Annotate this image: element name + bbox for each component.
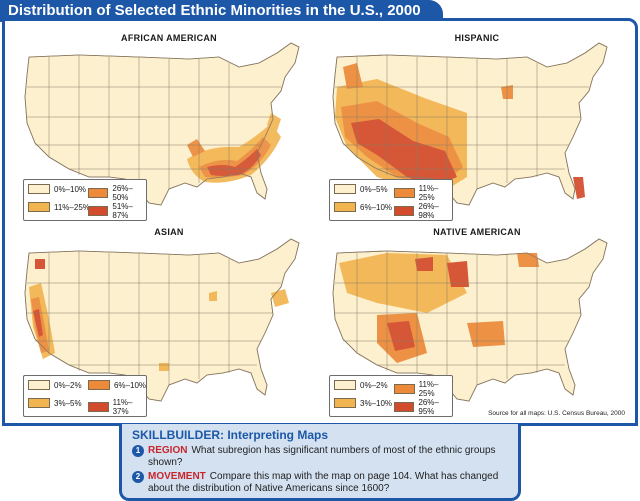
question-text: What subregion has significant numbers o…	[148, 445, 496, 468]
legend-label: 3%–5%	[54, 398, 82, 408]
legend-label: 6%–10%	[360, 202, 393, 212]
map-legend: 0%–2% 6%–10% 3%–5% 11%–37%	[23, 375, 147, 417]
map-panel-hispanic: HISPANIC 0%–5% 11%–25% 6%–10% 26%–98%	[317, 27, 637, 227]
us-map-hispanic	[332, 42, 608, 206]
legend-swatch	[394, 206, 415, 216]
legend-swatch	[88, 206, 109, 216]
legend-swatch	[28, 184, 50, 194]
legend-swatch	[394, 402, 415, 412]
density-overlay	[29, 259, 289, 371]
legend-label: 11%–25%	[418, 380, 439, 398]
legend-label: 26%–50%	[112, 184, 133, 202]
legend-swatch	[28, 202, 50, 212]
source-note: Source for all maps: U.S. Census Bureau,…	[488, 410, 625, 417]
legend-swatch	[334, 202, 356, 212]
legend-label: 26%–95%	[418, 398, 439, 416]
question-movement: 2 MOVEMENT Compare this map with the map …	[132, 471, 508, 495]
question-region: 1 REGION What subregion has significant n…	[132, 445, 508, 469]
question-number-badge: 1	[132, 445, 144, 457]
legend-label: 3%–10%	[360, 398, 393, 408]
skillbuilder-title: SKILLBUILDER: Interpreting Maps	[132, 428, 329, 442]
question-keyword: REGION	[148, 445, 188, 456]
legend-label: 26%–98%	[418, 202, 439, 220]
legend-label: 0%–10%	[54, 184, 87, 194]
legend-label: 0%–2%	[54, 380, 82, 390]
legend-swatch	[88, 380, 110, 390]
map-panel-asian: ASIAN 0%–2% 6%–10% 3%–5% 11%–37%	[9, 223, 329, 423]
legend-swatch	[334, 184, 356, 194]
legend-label: 51%–87%	[112, 202, 133, 220]
map-title: HISPANIC	[454, 33, 500, 43]
legend-swatch	[28, 380, 50, 390]
us-map-african-american	[24, 42, 300, 206]
legend-swatch	[88, 188, 109, 198]
map-legend: 0%–10% 26%–50% 11%–25% 51%–87%	[23, 179, 147, 221]
legend-label: 11%–25%	[418, 184, 439, 202]
legend-swatch	[394, 188, 415, 198]
skillbuilder-box: SKILLBUILDER: Interpreting Maps 1 REGION…	[119, 424, 521, 501]
legend-swatch	[334, 398, 356, 408]
map-legend: 0%–5% 11%–25% 6%–10% 26%–98%	[329, 179, 453, 221]
question-number-badge: 2	[132, 471, 144, 483]
legend-label: 11%–25%	[54, 202, 90, 212]
legend-label: 11%–37%	[112, 398, 133, 416]
legend-swatch	[28, 398, 50, 408]
legend-label: 6%–10%	[113, 380, 147, 390]
figure-title: Distribution of Selected Ethnic Minoriti…	[0, 0, 443, 22]
legend-swatch	[394, 384, 415, 394]
us-map-asian	[24, 238, 300, 402]
map-frame: AFRICAN AMERICAN 0%–10% 26%–50% 11%–25% …	[2, 18, 638, 426]
map-title: ASIAN	[154, 227, 184, 237]
map-title: NATIVE AMERICAN	[433, 227, 521, 237]
legend-swatch	[334, 380, 356, 390]
question-keyword: MOVEMENT	[148, 471, 206, 482]
map-title: AFRICAN AMERICAN	[121, 33, 217, 43]
us-map-native-american	[332, 238, 608, 402]
legend-swatch	[88, 402, 109, 412]
map-legend: 0%–2% 11%–25% 3%–10% 26%–95%	[329, 375, 453, 417]
question-text: Compare this map with the map on page 10…	[148, 471, 499, 494]
map-panel-african-american: AFRICAN AMERICAN 0%–10% 26%–50% 11%–25% …	[9, 27, 329, 227]
map-panel-native-american: NATIVE AMERICAN 0%–2% 11%–25% 3%–10% 26%…	[317, 223, 637, 423]
density-overlay	[335, 63, 585, 199]
legend-label: 0%–2%	[360, 380, 388, 390]
legend-label: 0%–5%	[360, 184, 388, 194]
